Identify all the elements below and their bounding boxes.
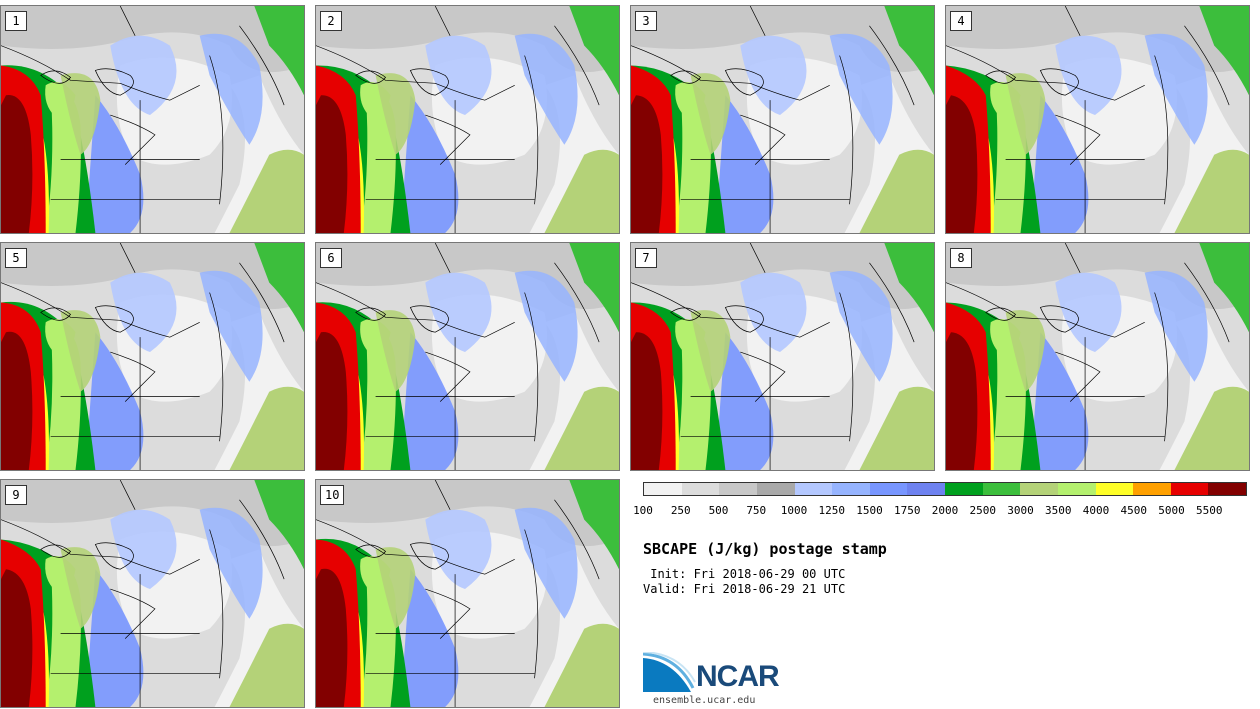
sbcape-map <box>1 480 304 707</box>
colorbar-tick-label: 2000 <box>931 504 959 517</box>
colorbar-bin-9 <box>982 483 1021 495</box>
colorbar-bin-4 <box>794 483 833 495</box>
member-panel-5: 5 <box>0 242 305 471</box>
plot-title: SBCAPE (J/kg) postage stamp <box>643 540 887 558</box>
member-label: 8 <box>950 248 972 268</box>
colorbar-tick-label: 2500 <box>969 504 997 517</box>
colorbar-tick-label: 4000 <box>1082 504 1110 517</box>
member-panel-2: 2 <box>315 5 620 234</box>
member-label: 5 <box>5 248 27 268</box>
sbcape-map <box>1 6 304 233</box>
member-label: 1 <box>5 11 27 31</box>
colorbar-tick-label: 1500 <box>856 504 883 517</box>
member-panel-7: 7 <box>630 242 935 471</box>
member-panel-10: 10 <box>315 479 620 708</box>
colorbar-bin-1 <box>681 483 720 495</box>
member-label: 6 <box>320 248 342 268</box>
colorbar-tick-label: 500 <box>708 504 729 517</box>
colorbar-tick-label: 1000 <box>780 504 808 517</box>
member-label: 4 <box>950 11 972 31</box>
colorbar <box>643 482 1247 496</box>
sbcape-map <box>1 243 304 470</box>
sbcape-map <box>316 6 619 233</box>
colorbar-tick-label: 5000 <box>1158 504 1185 517</box>
member-panel-9: 9 <box>0 479 305 708</box>
colorbar-bin-8 <box>945 483 983 495</box>
colorbar-bin-15 <box>1208 483 1246 495</box>
colorbar-tick-label: 250 <box>670 504 691 517</box>
colorbar-tick-label: 3000 <box>1007 504 1034 517</box>
member-panel-8: 8 <box>945 242 1250 471</box>
colorbar-tick-label: 5500 <box>1196 504 1223 517</box>
colorbar-tick-label: 1250 <box>818 504 846 517</box>
member-label: 2 <box>320 11 342 31</box>
member-label: 9 <box>5 485 27 505</box>
member-panel-3: 3 <box>630 5 935 234</box>
sbcape-map <box>316 243 619 470</box>
valid-time: Valid: Fri 2018-06-29 21 UTC <box>643 582 846 596</box>
sbcape-map <box>946 6 1249 233</box>
colorbar-bin-5 <box>832 483 870 495</box>
colorbar-bin-10 <box>1020 483 1058 495</box>
member-label: 10 <box>320 485 345 505</box>
colorbar-bin-3 <box>756 483 795 495</box>
colorbar-tick-label: 4500 <box>1120 504 1148 517</box>
colorbar-bin-6 <box>869 483 908 495</box>
logo-url: ensemble.ucar.edu <box>653 695 756 706</box>
member-label: 7 <box>635 248 657 268</box>
colorbar-bin-13 <box>1133 483 1171 495</box>
sbcape-map <box>316 480 619 707</box>
ncar-logo-icon <box>643 652 696 692</box>
sbcape-map <box>946 243 1249 470</box>
init-time: Init: Fri 2018-06-29 00 UTC <box>643 567 846 581</box>
colorbar-tick-label: 100 <box>633 504 653 517</box>
member-panel-1: 1 <box>0 5 305 234</box>
member-panel-6: 6 <box>315 242 620 471</box>
colorbar-tick-label: 1750 <box>894 504 921 517</box>
colorbar-bin-14 <box>1170 483 1209 495</box>
colorbar-bin-11 <box>1057 483 1096 495</box>
colorbar-bin-7 <box>907 483 945 495</box>
member-label: 3 <box>635 11 657 31</box>
member-panel-4: 4 <box>945 5 1250 234</box>
colorbar-bin-12 <box>1095 483 1134 495</box>
colorbar-bin-2 <box>719 483 757 495</box>
sbcape-map <box>631 243 934 470</box>
logo-wordmark: NCAR <box>696 660 780 693</box>
colorbar-tick-label: 750 <box>746 504 767 517</box>
sbcape-map <box>631 6 934 233</box>
colorbar-tick-labels: 100 250 500 750 1000 1250 1500 1750 2000 2500 3000… <box>633 504 1257 518</box>
colorbar-bin-0 <box>644 483 682 495</box>
colorbar-tick-label: 3500 <box>1045 504 1072 517</box>
